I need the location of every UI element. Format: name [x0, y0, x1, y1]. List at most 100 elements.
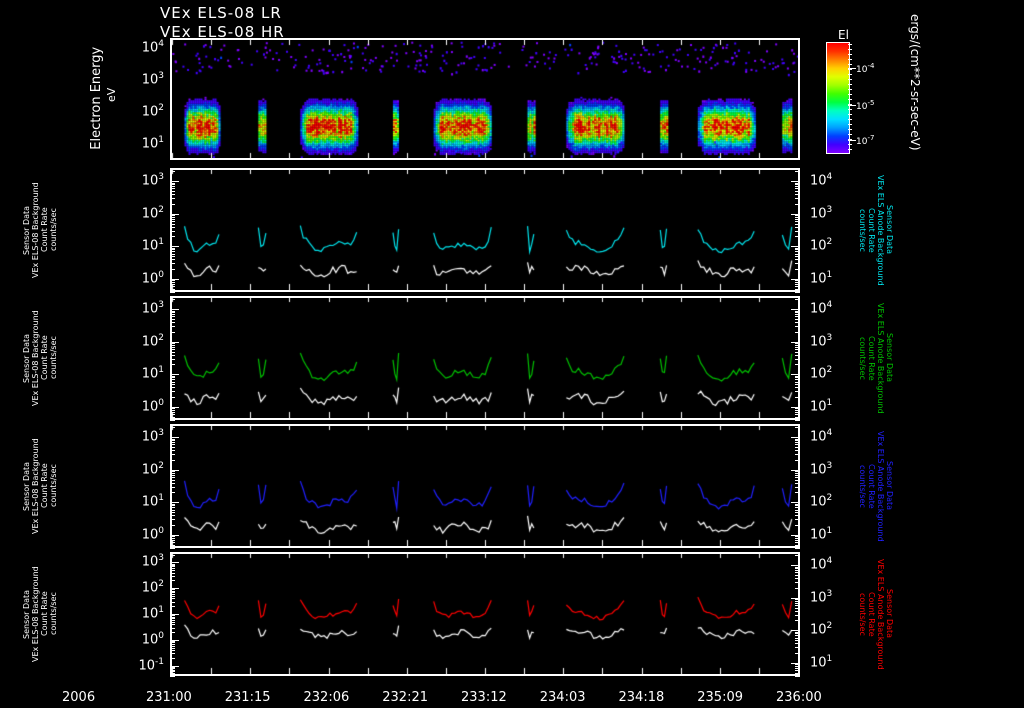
- panel-anode-06-minor-tick-left: [170, 519, 175, 521]
- colorbar-minor-tick: [848, 59, 852, 60]
- panel-anode-08-minor-tick-left: [170, 236, 175, 238]
- panel-anode-05-minor-tick-left: [170, 641, 175, 642]
- panel-anode-06-minor-tick-left: [170, 536, 175, 538]
- panel-anode-08-minor-tick-left: [170, 194, 175, 196]
- panel-anode-07-minor-tick-left: [170, 397, 175, 399]
- panel-anode-08-y-tick-right-2: 102: [810, 237, 833, 254]
- panel-anode-07-minor-tick-right: [795, 344, 800, 346]
- panel-anode-07-y-tick-right-2: 102: [810, 365, 833, 382]
- panel-anode-08-y-tick-right-1: 103: [810, 204, 833, 221]
- colorbar-minor-tick: [848, 149, 852, 150]
- panel-anode-07-minor-tick-right: [795, 384, 800, 386]
- panel-anode-08-minor-tick-left: [170, 220, 175, 222]
- panel-anode-07-minor-tick-right: [795, 310, 800, 312]
- panel-anode-07-plot-area: [170, 296, 800, 420]
- panel-anode-07-minor-tick-left: [170, 348, 175, 350]
- panel-anode-08-minor-tick-right: [795, 284, 800, 285]
- panel-anode-08-minor-tick-right: [795, 203, 800, 205]
- panel-anode-08-minor-tick-right: [795, 230, 800, 232]
- panel-anode-07-minor-tick-left: [170, 358, 175, 360]
- panel-anode-05-minor-tick-left: [170, 666, 175, 668]
- panel-anode-07-tickmark-right: [791, 374, 800, 376]
- panel-anode-06-minor-tick-left: [170, 544, 175, 546]
- panel-anode-05-minor-tick-right: [795, 666, 800, 668]
- panel-anode-07-minor-tick-right: [795, 343, 800, 345]
- x-axis-year-label: 2006: [62, 690, 96, 705]
- panel-anode-05-minor-tick-left: [170, 589, 175, 591]
- panel-anode-07-minor-tick-right: [795, 375, 800, 377]
- panel-anode-07-minor-tick-left: [170, 354, 175, 356]
- panel-anode-05-minor-tick-right: [795, 610, 800, 612]
- panel-anode-08-minor-tick-left: [170, 218, 175, 220]
- panel-anode-05-minor-tick-right: [795, 640, 800, 642]
- panel-anode-08-left-label: Sensor Data VEx ELS-08 Background Count …: [22, 182, 58, 278]
- panel-anode-08-minor-tick-left: [170, 291, 175, 293]
- panel-anode-05-minor-tick-right: [795, 675, 800, 677]
- panel-anode-08-minor-tick-right: [795, 223, 800, 225]
- panel-anode-05-canvas: [172, 554, 798, 674]
- panel-anode-07-minor-tick-left: [170, 314, 175, 316]
- colorbar-tick-1: 10-5: [856, 99, 875, 112]
- panel-anode-08-minor-tick-right: [795, 215, 800, 217]
- panel-anode-06-minor-tick-right: [795, 536, 800, 538]
- colorbar-units-label: ergs/(cm**2-sr-sec-eV): [908, 14, 922, 151]
- panel-anode-07-minor-tick-right: [795, 377, 800, 379]
- panel-anode-08-minor-tick-right: [795, 236, 800, 238]
- panel-anode-06-minor-tick-right: [795, 472, 800, 474]
- panel-anode-08-right-label: Sensor Data VEx ELS Anode Background Cou…: [858, 174, 894, 286]
- panel-anode-08-minor-tick-left: [170, 230, 175, 232]
- panel-anode-06-minor-tick-left: [170, 427, 175, 429]
- colorbar-minor-tick: [848, 124, 852, 125]
- panel-anode-07-canvas: [172, 298, 798, 418]
- panel-anode-08-minor-tick-right: [795, 218, 800, 220]
- panel-anode-07-minor-tick-left: [170, 414, 175, 416]
- panel-anode-08-minor-tick-left: [170, 259, 175, 261]
- panel-anode-05-minor-tick-left: [170, 632, 175, 634]
- panel-anode-08-minor-tick-left: [170, 280, 175, 282]
- colorbar-minor-tick: [848, 84, 852, 85]
- panel-anode-05-minor-tick-left: [170, 643, 175, 645]
- colorbar-minor-tick: [848, 44, 852, 45]
- x-axis-tick-8: 236:00: [776, 690, 822, 705]
- panel-anode-06-minor-tick-left: [170, 482, 175, 484]
- panel-anode-06-tickmark-right: [791, 534, 800, 536]
- colorbar: [826, 42, 850, 154]
- panel-anode-08-minor-tick-right: [795, 286, 800, 288]
- panel-anode-05-minor-tick-right: [795, 637, 800, 639]
- panel-anode-08-minor-tick-left: [170, 182, 175, 184]
- panel-anode-08-minor-tick-left: [170, 286, 175, 288]
- panel-anode-08-minor-tick-right: [795, 251, 800, 253]
- panel-anode-08-minor-tick-right: [795, 256, 800, 258]
- panel-anode-05-minor-tick-left: [170, 572, 175, 574]
- panel-anode-05-left-label: Sensor Data VEx ELS-08 Background Count …: [22, 566, 58, 662]
- panel-anode-05-minor-tick-right: [795, 672, 800, 674]
- panel-anode-06-minor-tick-right: [795, 450, 800, 452]
- panel-anode-05-y-tick-left-3: 100: [141, 630, 164, 648]
- colorbar-minor-tick: [848, 139, 852, 140]
- panel-anode-08-minor-tick-right: [795, 220, 800, 222]
- panel-anode-05-tickmark-right: [791, 662, 800, 664]
- panel-anode-05-minor-tick-right: [795, 600, 800, 602]
- panel-anode-06-minor-tick-right: [795, 479, 800, 481]
- panel-anode-07-minor-tick-left: [170, 299, 175, 301]
- x-axis-tick-1: 231:15: [224, 690, 271, 705]
- panel-anode-06-minor-tick-right: [795, 538, 800, 540]
- panel-anode-07-minor-tick-right: [795, 364, 800, 366]
- panel-anode-08-minor-tick-left: [170, 171, 175, 173]
- colorbar-tickmark: [848, 68, 856, 69]
- panel-anode-06-minor-tick-right: [795, 540, 800, 541]
- colorbar-minor-tick: [848, 89, 852, 90]
- panel-anode-06-minor-tick-left: [170, 438, 175, 440]
- panel-anode-06-y-tick-left-1: 102: [141, 460, 164, 477]
- panel-anode-05-right-label: Sensor Data VEx ELS Anode Background Cou…: [858, 558, 894, 670]
- panel-anode-05-y-tick-right-3: 101: [810, 653, 833, 671]
- panel-anode-08-tickmark-left: [170, 213, 179, 215]
- panel-anode-05-minor-tick-left: [170, 564, 175, 566]
- panel-anode-08-minor-tick-right: [795, 184, 800, 186]
- panel-anode-07-right-label: Sensor Data VEx ELS Anode Background Cou…: [858, 302, 894, 414]
- panel-anode-06-y-tick-right-3: 101: [810, 525, 833, 543]
- panel-anode-06-y-tick-right-1: 103: [810, 460, 833, 477]
- panel-anode-05-minor-tick-left: [170, 580, 175, 582]
- panel-anode-07-minor-tick-right: [795, 322, 800, 324]
- panel-anode-08-y-tick-left-0: 103: [141, 172, 164, 189]
